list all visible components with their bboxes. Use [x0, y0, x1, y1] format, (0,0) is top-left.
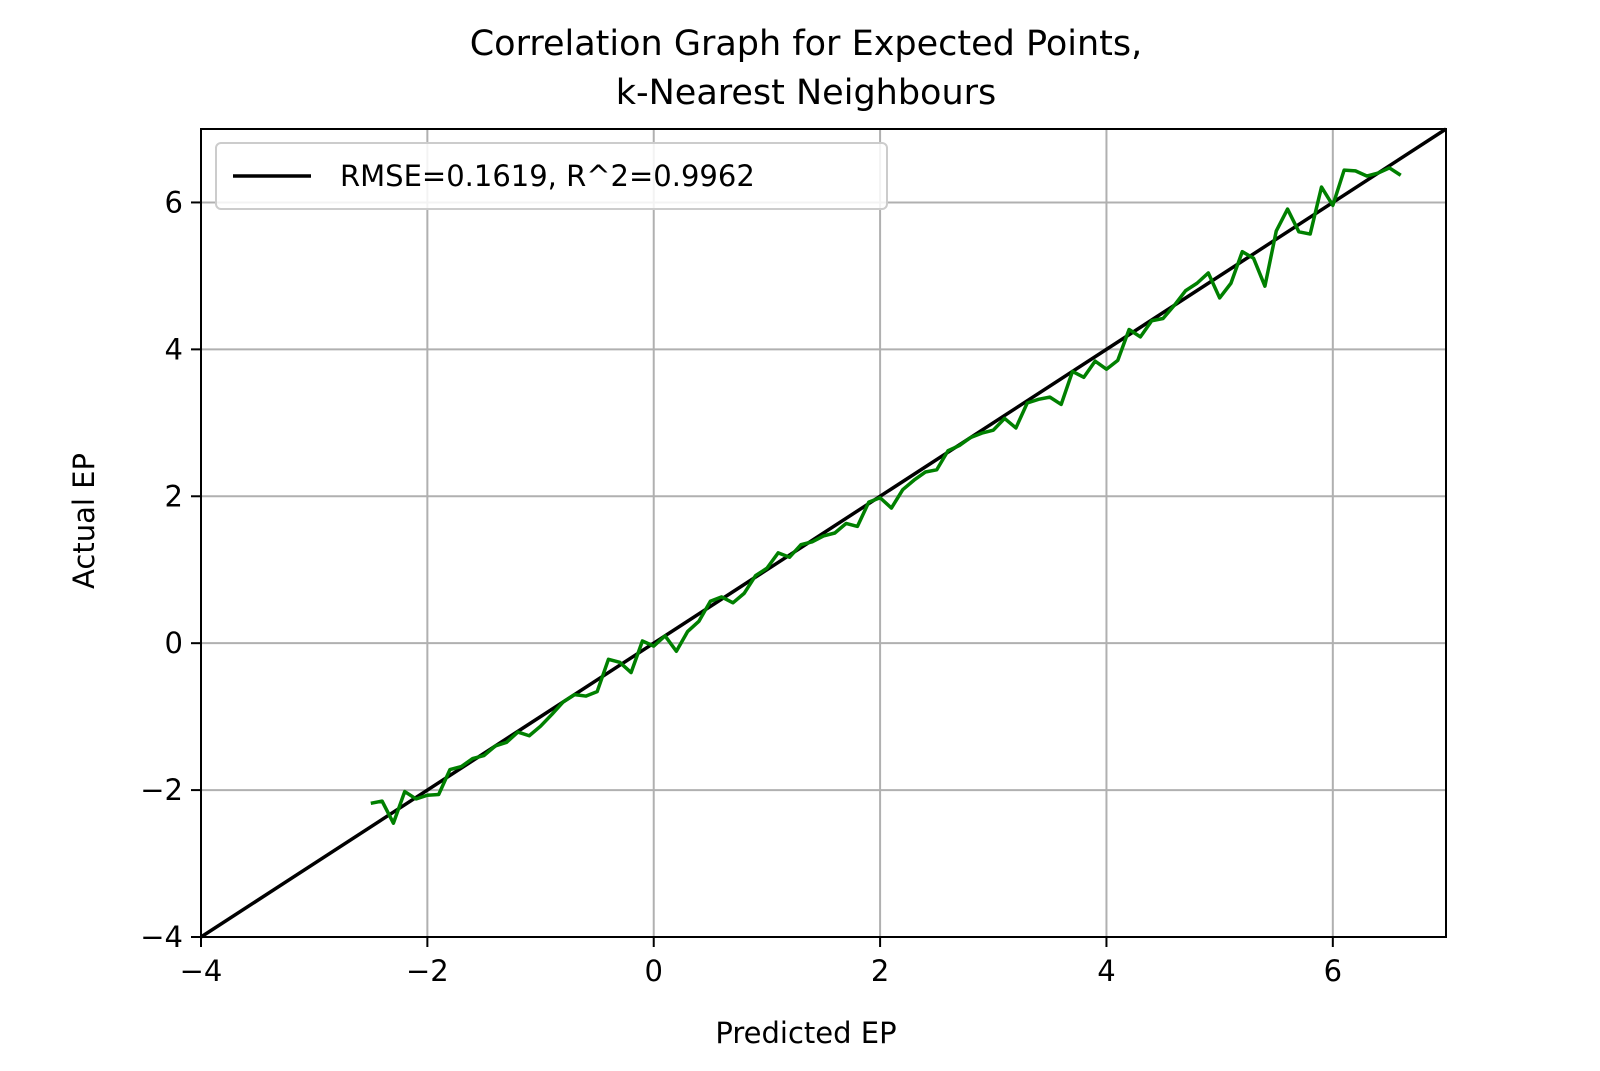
knn-data-series: [370, 166, 1402, 825]
series-layer: [200, 127, 1447, 939]
y-tick-label: −2: [140, 773, 183, 807]
chart-title: Correlation Graph for Expected Points,: [470, 24, 1143, 64]
y-tick-label: −4: [140, 920, 183, 954]
x-tick-label: 0: [645, 954, 663, 988]
chart-subtitle: k-Nearest Neighbours: [616, 73, 997, 113]
legend-box: [215, 142, 888, 210]
tick-layer: −4 −2 0 2 4 6 −4 −2 0 2 4 6: [140, 185, 1342, 988]
legend: RMSE=0.1619, R^2=0.9962: [215, 142, 888, 210]
y-tick-label: 2: [165, 479, 183, 513]
x-tick-label: 2: [871, 954, 889, 988]
grid-layer: [201, 129, 1446, 937]
x-tick-label: −2: [406, 954, 449, 988]
y-axis-label: Actual EP: [67, 453, 101, 589]
x-axis-label: Predicted EP: [715, 1016, 896, 1050]
y-tick-label: 0: [165, 626, 183, 660]
x-tick-label: 4: [1097, 954, 1115, 988]
plot-frame: [200, 128, 1447, 938]
x-tick-label: −4: [180, 954, 223, 988]
legend-label: RMSE=0.1619, R^2=0.9962: [340, 159, 755, 193]
y-tick-label: 6: [165, 185, 183, 219]
x-tick-label: 6: [1324, 954, 1342, 988]
y-tick-label: 4: [165, 332, 183, 366]
